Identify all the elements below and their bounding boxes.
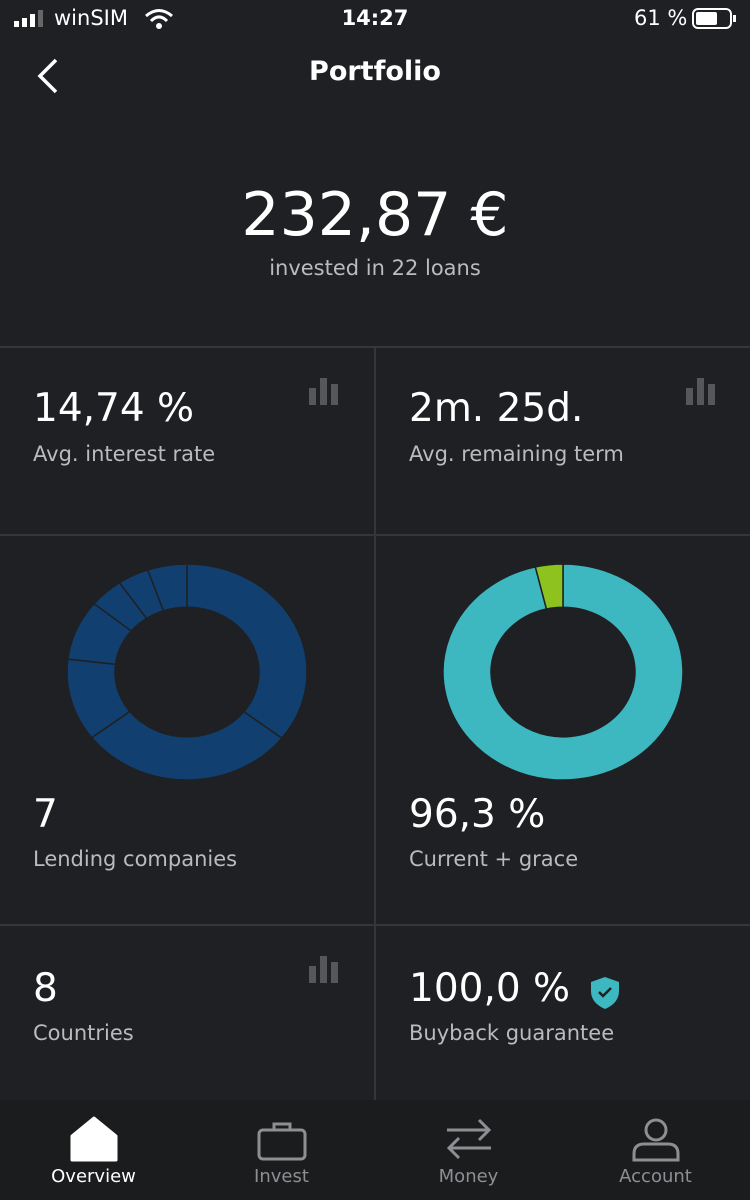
tab-icon-overview[interactable] xyxy=(68,1116,120,1162)
tile-value: 96,3 % xyxy=(409,792,546,837)
tile-label: Avg. interest rate xyxy=(33,442,216,466)
tile-value: 2m. 25d. xyxy=(409,386,584,431)
stats-button[interactable] xyxy=(309,376,343,406)
tile-label: Lending companies xyxy=(33,847,238,871)
donut-segment xyxy=(442,563,684,781)
signal-icon xyxy=(14,10,43,27)
portfolio-caption: invested in 22 loans xyxy=(269,256,481,280)
stats-button[interactable] xyxy=(686,376,720,406)
tab-label[interactable]: Account xyxy=(619,1166,692,1187)
tab-label[interactable]: Invest xyxy=(254,1166,309,1187)
tab-bar xyxy=(0,1100,750,1200)
stats-button[interactable] xyxy=(309,954,343,984)
donut-segment xyxy=(534,563,564,610)
donut-segment xyxy=(146,563,188,612)
divider xyxy=(374,347,376,1100)
clock: 14:27 xyxy=(341,6,409,30)
tab-icon-account[interactable] xyxy=(630,1116,682,1162)
wifi-icon xyxy=(145,9,173,29)
tab-icon-invest[interactable] xyxy=(256,1120,308,1162)
tile-value: 14,74 % xyxy=(33,386,195,431)
tile-label: Buyback guarantee xyxy=(409,1021,615,1045)
tile-value: 8 xyxy=(33,966,58,1011)
tile-label: Current + grace xyxy=(409,847,579,871)
shield-icon xyxy=(591,977,619,1009)
tile-value: 7 xyxy=(33,792,58,837)
portfolio-amount: 232,87 € xyxy=(241,180,509,250)
page-title: Portfolio xyxy=(309,56,441,87)
tile-value: 100,0 % xyxy=(409,966,571,1011)
donut-segment xyxy=(90,710,283,781)
battery-icon xyxy=(692,8,736,29)
tab-icon-money[interactable] xyxy=(443,1116,495,1162)
donut-segment xyxy=(186,563,308,740)
tile-label: Countries xyxy=(33,1021,134,1045)
donut-charts xyxy=(66,563,684,781)
tile-label: Avg. remaining term xyxy=(409,442,624,466)
back-button[interactable] xyxy=(34,56,64,96)
battery-text: 61 % xyxy=(634,6,688,30)
tab-label[interactable]: Money xyxy=(438,1166,499,1187)
carrier: winSIM xyxy=(54,6,128,30)
tab-label[interactable]: Overview xyxy=(51,1166,136,1187)
